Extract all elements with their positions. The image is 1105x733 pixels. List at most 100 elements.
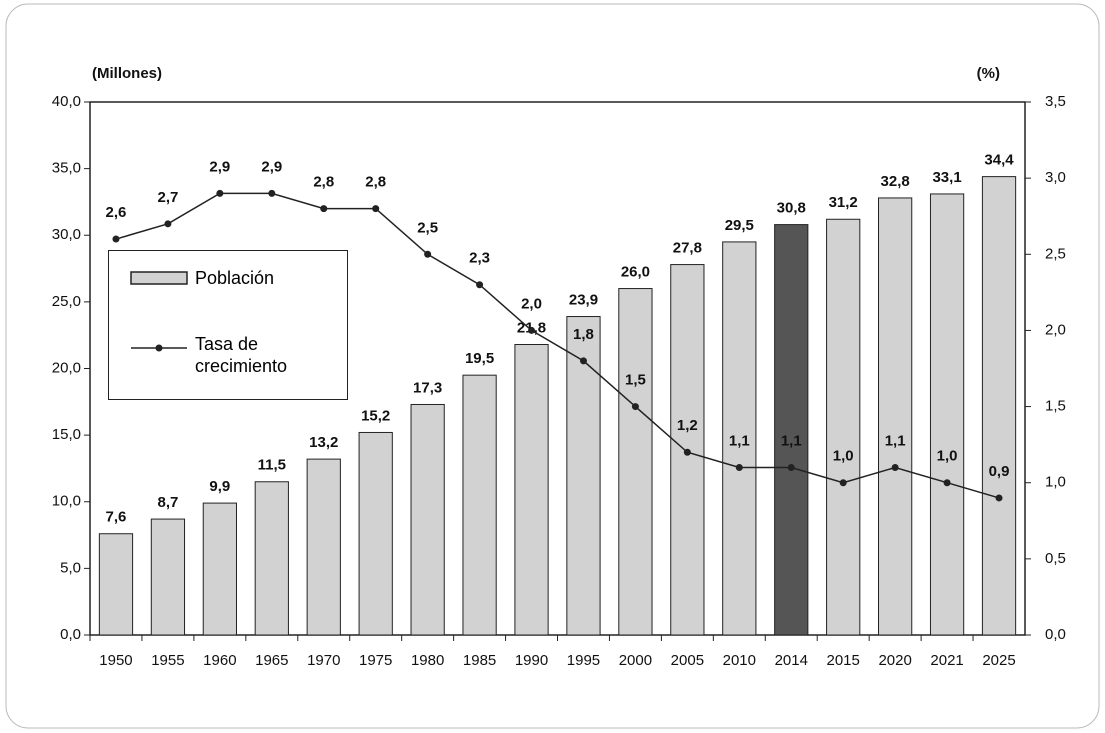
line-value-label: 1,5: [625, 372, 646, 389]
bar-value-label: 34,4: [984, 152, 1014, 169]
bar: [878, 197, 913, 636]
bar: [202, 502, 237, 636]
bar-value-label: 32,8: [881, 173, 910, 190]
line-marker: [476, 281, 484, 289]
bar: [618, 288, 653, 636]
legend-label: Población: [195, 268, 275, 288]
x-tick-label: 1995: [567, 652, 600, 669]
line-value-label: 0,9: [989, 463, 1010, 480]
line-marker: [995, 494, 1003, 502]
bar-value-label: 26,0: [621, 264, 650, 281]
x-tick-label: 2021: [930, 652, 963, 669]
line-value-label: 2,3: [469, 250, 490, 267]
bar-value-label: 13,2: [309, 434, 338, 451]
bar-value-label: 30,8: [777, 200, 806, 217]
line-value-label: 2,9: [261, 158, 282, 175]
y2-tick-label: 1,5: [1045, 398, 1066, 415]
line-marker: [164, 220, 172, 228]
line: [115, 192, 1000, 499]
y2-axis-label: (%): [977, 65, 1000, 82]
y2-tick-label: 1,0: [1045, 474, 1066, 491]
legend-swatch: [130, 271, 188, 285]
line-value-label: 1,0: [833, 448, 854, 465]
line-marker: [268, 189, 276, 197]
bar-value-label: 11,5: [258, 457, 286, 474]
y-tick-label: 40,0: [52, 93, 81, 110]
x-tick-label: 2010: [723, 652, 756, 669]
line-value-label: 2,5: [417, 219, 438, 236]
line-marker: [424, 250, 432, 258]
x-tick-label: 2025: [982, 652, 1015, 669]
bar-value-label: 23,9: [569, 292, 598, 309]
legend-icons: [130, 271, 188, 352]
y2-tick-label: 0,5: [1045, 550, 1066, 567]
x-tick-label: 1990: [515, 652, 548, 669]
y-tick-label: 0,0: [60, 626, 81, 643]
y-tick-label: 15,0: [52, 426, 81, 443]
y2-tick-label: 2,0: [1045, 321, 1066, 338]
bar-value-label: 33,1: [932, 169, 961, 186]
x-tick-label: 1980: [411, 652, 444, 669]
y-tick-label: 20,0: [52, 359, 81, 376]
bar: [254, 481, 289, 636]
bar: [514, 344, 549, 636]
bar: [774, 224, 809, 636]
line-marker: [891, 463, 899, 471]
y-tick-label: 30,0: [52, 226, 81, 243]
bar-value-label: 29,5: [725, 217, 754, 234]
line-marker: [839, 479, 847, 487]
bar-value-label: 19,5: [465, 350, 494, 367]
y2-tick-label: 3,0: [1045, 169, 1066, 186]
x-tick-label: 1965: [255, 652, 288, 669]
bar: [826, 218, 861, 636]
x-tick-label: 2015: [827, 652, 860, 669]
y2-tick-label: 2,5: [1045, 245, 1066, 262]
bar: [358, 431, 393, 636]
line-marker: [320, 205, 328, 213]
line-marker: [787, 463, 795, 471]
line-marker: [372, 205, 380, 213]
line-value-label: 2,0: [521, 295, 542, 312]
legend-marker: [155, 344, 163, 352]
line-value-label: 1,0: [937, 448, 958, 465]
line-value-label: 2,7: [157, 189, 178, 206]
line-marker: [216, 189, 224, 197]
line-marker: [943, 479, 951, 487]
y-tick-label: 35,0: [52, 160, 81, 177]
bar: [306, 458, 341, 636]
y2-tick-label: 0,0: [1045, 626, 1066, 643]
line-marker: [683, 448, 691, 456]
x-tick-label: 1985: [463, 652, 496, 669]
line-marker: [735, 463, 743, 471]
line-value-label: 2,8: [365, 174, 386, 191]
bar: [929, 193, 965, 636]
line-marker: [579, 357, 587, 365]
y-tick-label: 10,0: [52, 493, 81, 510]
x-tick-label: 1970: [307, 652, 340, 669]
x-tick-label: 1955: [151, 652, 184, 669]
bar-value-label: 9,9: [209, 478, 230, 495]
x-tick-label: 2020: [878, 652, 911, 669]
line-value-label: 1,1: [729, 432, 750, 449]
x-tick-label: 1950: [99, 652, 132, 669]
x-tick-label: 2000: [619, 652, 652, 669]
bar-value-label: 8,7: [157, 494, 178, 511]
legend: Población Tasa de crecimiento: [108, 250, 348, 400]
x-tick-label: 1960: [203, 652, 236, 669]
x-tick-label: 1975: [359, 652, 392, 669]
line-value-label: 1,1: [781, 432, 802, 449]
line-value-label: 1,2: [677, 417, 698, 434]
line-value-label: 1,1: [885, 432, 906, 449]
bar-value-label: 15,2: [361, 407, 390, 424]
line-marker: [631, 403, 639, 411]
line-value-label: 2,9: [209, 158, 230, 175]
line-value-label: 1,8: [573, 326, 594, 343]
bar: [566, 316, 601, 636]
bar: [981, 176, 1017, 636]
line-marker: [112, 235, 120, 243]
y2-tick-label: 3,5: [1045, 93, 1066, 110]
line-marker: [528, 326, 536, 334]
bar-value-label: 7,6: [106, 509, 127, 526]
bar: [150, 518, 186, 636]
y-tick-label: 5,0: [60, 559, 81, 576]
